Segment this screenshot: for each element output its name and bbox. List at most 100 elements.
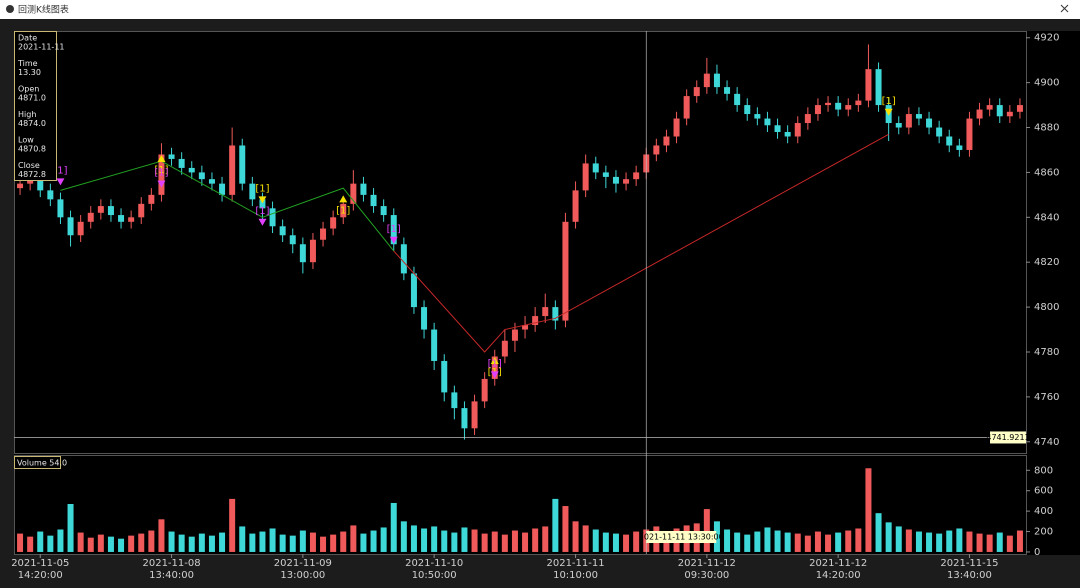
candle-body xyxy=(926,118,933,128)
x-label-date: 2021-11-15 xyxy=(940,558,998,569)
volume-bar xyxy=(926,532,933,552)
candle-body xyxy=(441,360,448,393)
volume-bar xyxy=(623,534,630,552)
candle-body xyxy=(239,145,246,184)
volume-bar xyxy=(1006,535,1013,552)
plot-bg xyxy=(14,31,1080,555)
candle-body xyxy=(77,221,84,236)
close-button[interactable] xyxy=(1060,4,1069,13)
candle-body xyxy=(754,114,761,119)
volume-bar xyxy=(289,535,296,552)
candle-body xyxy=(522,325,529,330)
volume-bar xyxy=(77,532,84,552)
x-label-time: 09:30:00 xyxy=(684,570,729,581)
candle-body xyxy=(128,217,135,222)
candle-body xyxy=(845,105,852,110)
candle-body xyxy=(158,154,165,195)
signal-marker xyxy=(157,154,166,162)
candle-body xyxy=(198,172,205,180)
y-tick-label: 4780 xyxy=(1034,347,1059,358)
volume-tick-label: 0 xyxy=(1034,547,1040,558)
volume-bar xyxy=(441,530,448,552)
volume-bar xyxy=(229,498,236,552)
signal-label: [1] xyxy=(53,165,67,176)
volume-bar xyxy=(400,521,407,552)
volume-bar xyxy=(370,530,377,552)
candle-body xyxy=(178,158,185,168)
app-icon xyxy=(6,5,14,13)
signal-marker xyxy=(884,108,893,116)
candle-body xyxy=(774,125,781,133)
volume-tick-label: 600 xyxy=(1034,486,1053,497)
volume-bar xyxy=(128,535,135,552)
volume-bar xyxy=(97,534,104,552)
candle-body xyxy=(421,307,428,330)
candle-body xyxy=(188,167,195,173)
candle-body xyxy=(703,73,710,88)
volume-bar xyxy=(956,528,963,552)
volume-bar xyxy=(491,531,498,552)
x-label-time: 13:40:00 xyxy=(947,570,992,581)
candle-body xyxy=(905,114,912,128)
signal-label: [1] xyxy=(387,224,401,235)
volume-bar xyxy=(825,534,832,552)
volume-bar xyxy=(330,534,337,552)
volume-bar xyxy=(390,502,397,552)
volume-bar xyxy=(511,530,518,552)
x-label-time: 13:40:00 xyxy=(149,570,194,581)
y-tick-label: 4880 xyxy=(1034,123,1059,134)
volume-bar xyxy=(501,534,508,552)
volume-bar xyxy=(17,533,24,552)
y-tick-label: 4820 xyxy=(1034,257,1059,268)
candle-body xyxy=(431,329,438,361)
x-label-time: 14:20:00 xyxy=(18,570,63,581)
volume-bar xyxy=(582,525,589,552)
candle-body xyxy=(309,239,316,263)
candle-body xyxy=(713,73,720,88)
volume-bar xyxy=(1016,530,1023,552)
volume-bar xyxy=(592,529,599,552)
crosshair-price-label: 4741.9211 xyxy=(986,433,1029,442)
signal-marker xyxy=(157,180,166,188)
candle-body xyxy=(915,114,922,119)
candle-body xyxy=(996,105,1003,117)
candle-body xyxy=(47,190,54,200)
volume-bar xyxy=(835,532,842,552)
candle-body xyxy=(966,118,973,150)
volume-bar xyxy=(410,525,417,552)
info-box xyxy=(14,31,57,181)
candle-body xyxy=(612,176,619,184)
y-tick-label: 4860 xyxy=(1034,167,1059,178)
volume-bar xyxy=(713,521,720,552)
info-value: 4872.8 xyxy=(18,170,46,179)
volume-bar xyxy=(734,532,741,552)
x-label-date: 2021-11-12 xyxy=(678,558,736,569)
candle-body xyxy=(501,340,508,357)
candle-body xyxy=(623,179,630,184)
volume-bar xyxy=(279,534,286,552)
candle-body xyxy=(976,109,983,119)
volume-bar xyxy=(794,533,801,552)
zigzag-line xyxy=(393,133,889,353)
candle-body xyxy=(1006,111,1013,117)
info-value: 4870.8 xyxy=(18,145,46,154)
candle-body xyxy=(592,163,599,173)
volume-bar xyxy=(754,531,761,552)
candle-body xyxy=(269,208,276,227)
candle-body xyxy=(875,69,882,106)
x-label-date: 2021-11-10 xyxy=(405,558,463,569)
candle-body xyxy=(27,179,34,184)
signal-marker xyxy=(339,195,348,203)
info-label: Date xyxy=(18,34,37,43)
x-label-time: 10:10:00 xyxy=(553,570,598,581)
candle-body xyxy=(532,316,539,326)
volume-bar xyxy=(471,529,478,552)
candle-body xyxy=(249,183,256,200)
candle-body xyxy=(219,183,226,195)
volume-bar xyxy=(178,534,185,552)
volume-bar xyxy=(764,527,771,552)
volume-bar xyxy=(299,530,306,552)
volume-bar xyxy=(198,533,205,552)
title-bar xyxy=(0,0,1080,19)
